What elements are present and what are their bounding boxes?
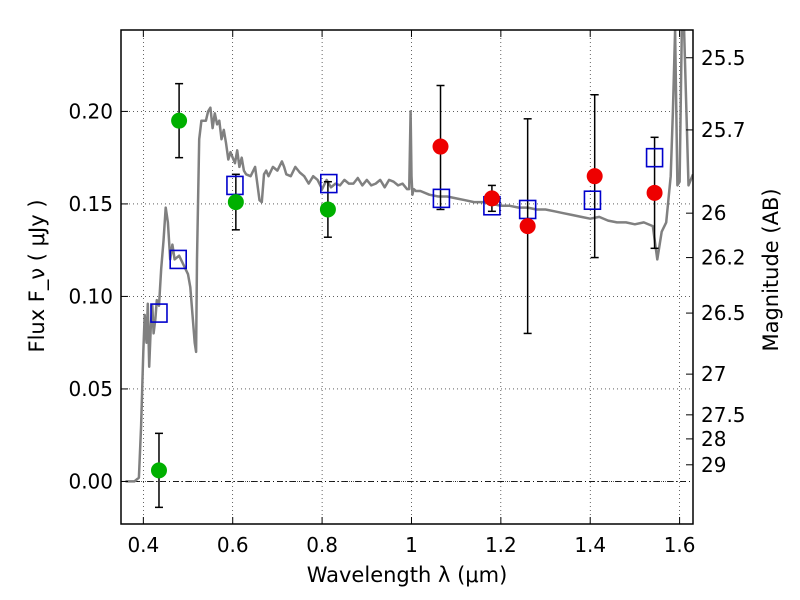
plot-background [121, 30, 693, 524]
x-tick-label: 1 [405, 533, 418, 557]
green-point [150, 462, 167, 479]
grid [121, 30, 693, 524]
red-point [586, 168, 603, 185]
x-tick-label: 0.6 [217, 533, 249, 557]
axis-layer: 0.4 0.6 0.8 1 1.2 1.4 1.6 0.00 0.05 0.10 0.15 0.20 2… [68, 30, 746, 557]
right-tick-label: 26.2 [701, 246, 746, 270]
sed-layer [125, 30, 693, 483]
y-tick-label: 0.15 [68, 192, 113, 216]
x-tick-label: 1.6 [664, 533, 696, 557]
model-square-marker [319, 173, 338, 194]
x-tick-label: 1.2 [485, 533, 517, 557]
y-tick-label: 0.05 [68, 377, 113, 401]
red-point [432, 138, 449, 155]
x-tick-label: 0.8 [306, 533, 338, 557]
right-tick-label: 29 [701, 453, 726, 477]
green-point [319, 201, 336, 218]
red-point [519, 218, 536, 235]
green-point [227, 194, 244, 211]
y-tick-label: 0.20 [68, 99, 113, 123]
right-tick-label: 27.5 [701, 403, 746, 427]
green-point [171, 112, 188, 129]
y-axis-label: Flux F_ν ( μJy ) [25, 199, 50, 352]
plot-frame [120, 29, 694, 525]
right-tick-label: 26 [701, 201, 726, 225]
x-tick-label: 1.4 [574, 533, 606, 557]
right-tick-label: 25.5 [701, 46, 746, 70]
model-square-marker [432, 188, 451, 209]
right-axis-label: Magnitude (AB) [759, 188, 783, 351]
model-square-marker [645, 147, 664, 168]
model-square-marker [169, 249, 187, 270]
right-tick-label: 27 [701, 362, 726, 386]
model-square-marker [150, 303, 168, 323]
red-point [483, 190, 500, 207]
x-tick-label: 0.4 [127, 533, 159, 557]
red-point [646, 184, 663, 201]
right-tick-label: 26.5 [701, 301, 746, 325]
y-tick-label: 0.10 [68, 284, 113, 308]
right-tick-label: 25.7 [701, 118, 746, 142]
y-tick-label: 0.00 [68, 469, 113, 493]
point-layer [150, 112, 663, 479]
model-square-marker [583, 190, 602, 211]
sed-model-line [125, 30, 693, 483]
x-axis-label: Wavelength λ (μm) [307, 563, 508, 587]
right-tick-label: 28 [701, 427, 726, 451]
